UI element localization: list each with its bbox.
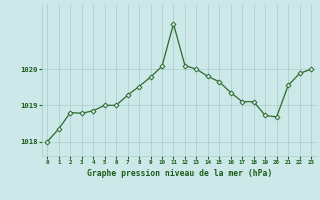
X-axis label: Graphe pression niveau de la mer (hPa): Graphe pression niveau de la mer (hPa) (87, 169, 272, 178)
